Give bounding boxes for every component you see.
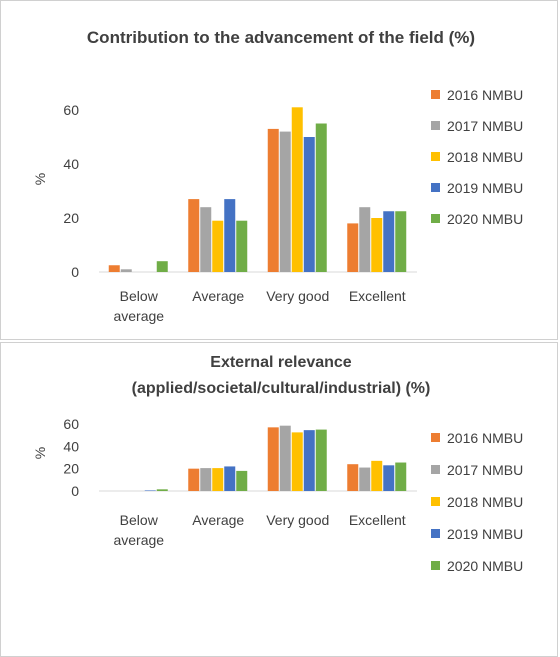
bar-2018-nmbu-3 bbox=[371, 460, 383, 491]
x-category-label: average bbox=[113, 308, 164, 324]
y-tick-label: 0 bbox=[71, 483, 79, 499]
bar-2016-nmbu-0 bbox=[108, 265, 120, 272]
x-category-label: Very good bbox=[266, 512, 329, 528]
y-tick-label: 40 bbox=[63, 438, 79, 454]
legend-swatch bbox=[431, 90, 440, 99]
x-category-label: Excellent bbox=[349, 512, 406, 528]
legend-label: 2019 NMBU bbox=[447, 180, 523, 196]
legend-swatch bbox=[431, 433, 440, 442]
y-axis-label: % bbox=[32, 447, 48, 459]
legend-label: 2019 NMBU bbox=[447, 526, 523, 542]
bar-2019-nmbu-1 bbox=[224, 466, 236, 491]
chart-contribution: Contribution to the advancement of the f… bbox=[32, 28, 523, 324]
bar-2016-nmbu-2 bbox=[267, 128, 279, 272]
bar-2016-nmbu-1 bbox=[188, 199, 200, 272]
bar-2018-nmbu-1 bbox=[212, 468, 224, 491]
bar-2016-nmbu-3 bbox=[347, 464, 359, 491]
legend-swatch bbox=[431, 561, 440, 570]
bar-2016-nmbu-1 bbox=[188, 468, 200, 491]
bar-2020-nmbu-3 bbox=[395, 211, 407, 272]
legend-swatch bbox=[431, 497, 440, 506]
y-tick-label: 20 bbox=[63, 210, 79, 226]
bar-2019-nmbu-3 bbox=[383, 211, 395, 272]
chart-panel-contribution: Contribution to the advancement of the f… bbox=[0, 0, 558, 340]
bar-2020-nmbu-0 bbox=[156, 489, 168, 491]
bar-2018-nmbu-1 bbox=[212, 220, 224, 272]
bar-2020-nmbu-3 bbox=[395, 462, 407, 491]
chart-external-relevance: External relevance (applied/societal/cult… bbox=[32, 354, 523, 574]
bar-2020-nmbu-1 bbox=[236, 220, 248, 272]
chart-title-line-1: External relevance bbox=[210, 354, 352, 371]
bar-2016-nmbu-2 bbox=[267, 427, 279, 491]
bar-2020-nmbu-1 bbox=[236, 470, 248, 491]
bar-2019-nmbu-3 bbox=[383, 465, 395, 491]
y-tick-label: 0 bbox=[71, 264, 79, 280]
legend-label: 2020 NMBU bbox=[447, 211, 523, 227]
bar-2017-nmbu-1 bbox=[200, 207, 212, 272]
y-axis-label: % bbox=[32, 173, 48, 185]
legend-swatch bbox=[431, 121, 440, 130]
x-category-label: Below bbox=[120, 288, 159, 304]
legend-label: 2018 NMBU bbox=[447, 494, 523, 510]
bar-2017-nmbu-2 bbox=[279, 425, 291, 491]
x-category-label: Excellent bbox=[349, 288, 406, 304]
legend-label: 2017 NMBU bbox=[447, 462, 523, 478]
bar-2020-nmbu-2 bbox=[315, 123, 327, 272]
bar-2019-nmbu-2 bbox=[303, 137, 315, 272]
y-tick-label: 60 bbox=[63, 416, 79, 432]
chart-panel-external-relevance: External relevance (applied/societal/cult… bbox=[0, 342, 558, 657]
bar-2018-nmbu-2 bbox=[291, 432, 303, 491]
bar-2020-nmbu-2 bbox=[315, 429, 327, 491]
bar-2019-nmbu-2 bbox=[303, 430, 315, 491]
legend-label: 2017 NMBU bbox=[447, 118, 523, 134]
bar-2017-nmbu-3 bbox=[359, 207, 371, 272]
legend-label: 2016 NMBU bbox=[447, 430, 523, 446]
bar-2017-nmbu-3 bbox=[359, 467, 371, 491]
bar-2019-nmbu-1 bbox=[224, 199, 236, 272]
legend-swatch bbox=[431, 183, 440, 192]
chart-title: Contribution to the advancement of the f… bbox=[87, 28, 475, 47]
x-category-label: Average bbox=[192, 512, 244, 528]
chart-title-line-2: (applied/societal/cultural/industrial) (… bbox=[132, 380, 431, 397]
y-tick-label: 20 bbox=[63, 461, 79, 477]
bar-2019-nmbu-0 bbox=[144, 490, 156, 491]
legend-swatch bbox=[431, 214, 440, 223]
legend-swatch bbox=[431, 152, 440, 161]
x-category-label: Below bbox=[120, 512, 159, 528]
bar-2017-nmbu-2 bbox=[279, 131, 291, 272]
bar-2018-nmbu-2 bbox=[291, 107, 303, 272]
x-category-label: Average bbox=[192, 288, 244, 304]
bar-2017-nmbu-0 bbox=[120, 269, 132, 272]
bar-2020-nmbu-0 bbox=[156, 261, 168, 272]
legend-label: 2016 NMBU bbox=[447, 87, 523, 103]
legend-label: 2018 NMBU bbox=[447, 149, 523, 165]
bar-2016-nmbu-3 bbox=[347, 223, 359, 272]
y-tick-label: 60 bbox=[63, 102, 79, 118]
x-category-label: Very good bbox=[266, 288, 329, 304]
x-category-label: average bbox=[113, 532, 164, 548]
legend-swatch bbox=[431, 465, 440, 474]
legend-swatch bbox=[431, 529, 440, 538]
bar-2018-nmbu-3 bbox=[371, 218, 383, 272]
y-tick-label: 40 bbox=[63, 156, 79, 172]
bar-2017-nmbu-1 bbox=[200, 468, 212, 491]
legend-label: 2020 NMBU bbox=[447, 558, 523, 574]
